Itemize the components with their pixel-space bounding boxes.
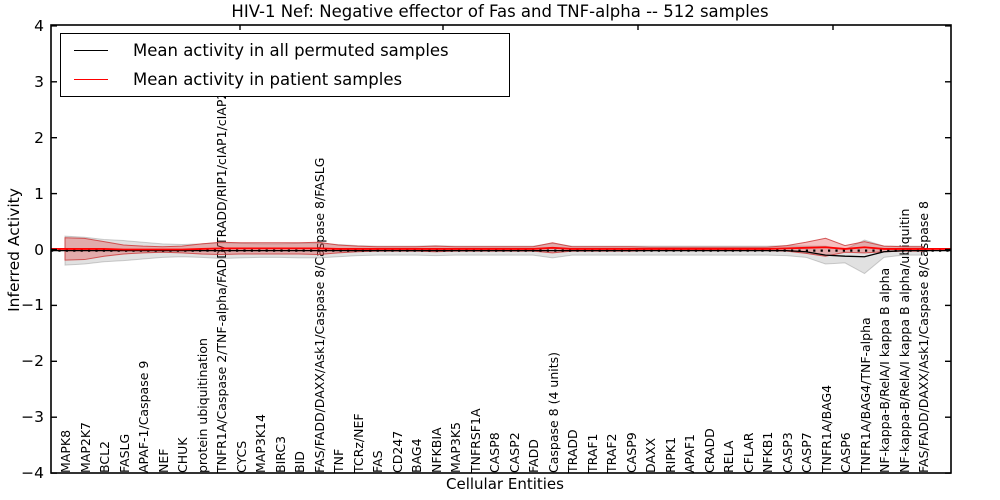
std-band [64,235,924,275]
y-tick-label: −4 [21,464,44,483]
patient-mean-line [51,246,951,251]
legend-line-permuted-icon [74,50,108,51]
chart-title: HIV-1 Nef: Negative effector of Fas and … [231,2,769,21]
y-tick-label: −2 [21,352,44,371]
y-tick-label: 3 [34,72,44,91]
x-axis-title: Cellular Entities [446,475,564,493]
y-tick-label: 0 [34,240,44,259]
y-tick-label: 1 [34,184,44,203]
legend: Mean activity in all permuted samples Me… [60,33,510,97]
legend-label-patient: Mean activity in patient samples [133,70,403,89]
y-tick-label: −3 [21,408,44,427]
permuted-mean-line [51,249,951,258]
legend-item-patient: Mean activity in patient samples [61,65,509,94]
legend-label-permuted: Mean activity in all permuted samples [133,41,449,60]
y-tick-label: 4 [34,16,44,35]
y-tick-label: 2 [34,128,44,147]
y-tick-label: −1 [21,296,44,315]
legend-item-permuted: Mean activity in all permuted samples [61,36,509,65]
legend-line-patient-icon [74,79,108,80]
